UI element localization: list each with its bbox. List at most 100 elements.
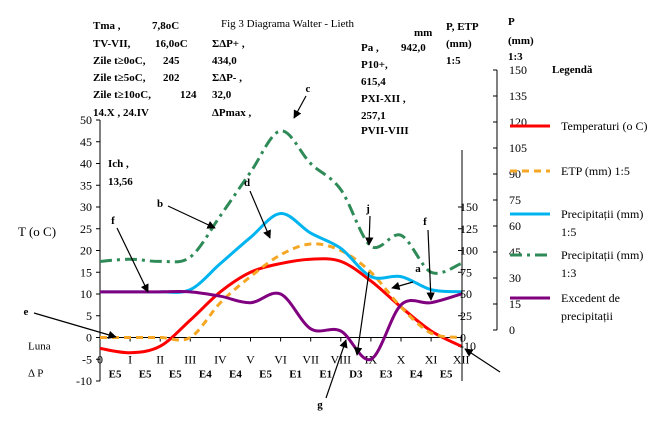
e-code-label: E5 — [139, 369, 152, 381]
axis3-tick-label: 0 — [509, 323, 515, 337]
x-tick-label: IV — [214, 353, 227, 367]
e-code-label: E5 — [169, 369, 182, 381]
row-label-dp: Δ P — [28, 368, 43, 380]
annotation-arrow — [33, 312, 117, 339]
stat-value: 434,0 — [212, 55, 237, 67]
e-code-label: E5 — [109, 369, 122, 381]
y-tick-label: 45 — [80, 135, 92, 149]
annotation-arrow — [391, 281, 414, 290]
stat-label: P10+, — [361, 59, 388, 71]
x-tick-label: II — [156, 353, 164, 367]
axis2-tick-label: 125 — [460, 222, 478, 236]
annotation-arrow — [365, 215, 374, 246]
e-code-label: E4 — [199, 369, 212, 381]
axis3-tick-label: 60 — [509, 219, 521, 233]
legend: Temperaturi (o C) ETP (mm) 1:5 Precipitați… — [510, 119, 647, 323]
stat-label: ΣΔP+ , — [212, 38, 245, 50]
axis2-tick-label: 150 — [460, 200, 478, 214]
stat-label: 14.X , 24.IV — [93, 107, 149, 119]
legend-label-3: Precipitații (mm) — [561, 207, 643, 221]
svg-text:P: P — [508, 16, 515, 28]
annotation-label-c: c — [306, 83, 311, 95]
x-tick-label: 0 — [97, 353, 103, 367]
annotation-arrow — [167, 205, 216, 229]
stat-value: 16,0oC — [155, 38, 188, 50]
annotation-arrow — [116, 227, 149, 293]
stat-label: TV-VII, — [93, 38, 131, 50]
annotation-label-g: g — [317, 399, 323, 411]
axis3-tick-label: 105 — [509, 141, 527, 155]
legend-title: Legendă — [552, 64, 593, 76]
annotation-arrow — [464, 348, 501, 373]
legend-label-3: 1:5 — [561, 225, 576, 239]
e-code-label: E5 — [440, 369, 453, 381]
stat-value: 124 — [180, 89, 197, 101]
y-tick-label: 0 — [86, 331, 92, 345]
axis2-tick-label: 0 — [460, 331, 466, 345]
y-tick-label: 5 — [86, 309, 92, 323]
y-tick-label: 50 — [80, 113, 92, 127]
stat-value: 202 — [163, 72, 180, 84]
stat-value: 245 — [163, 55, 180, 67]
y-tick-label: 10 — [80, 287, 92, 301]
annotation-label-e: e — [24, 306, 29, 318]
svg-text:(mm): (mm) — [508, 35, 534, 47]
e-code-label: E4 — [229, 369, 242, 381]
stat-value: 942,0 — [401, 42, 426, 54]
stat-label: ΔPmax , — [212, 107, 252, 119]
y-axis-label: T (o C) — [18, 224, 56, 239]
x-tick-label: V — [246, 353, 255, 367]
stat-label: Zile t≥10oC, — [93, 89, 151, 101]
axis2-tick-label: 25 — [460, 309, 472, 323]
axis3-tick-label: 30 — [509, 271, 521, 285]
axis3-tick-label: 90 — [509, 167, 521, 181]
y-tick-label: 40 — [80, 157, 92, 171]
axis2-header: P, ETP (mm) 1:5 — [446, 21, 479, 67]
axis3-tick-label: 135 — [509, 89, 527, 103]
svg-text:(mm): (mm) — [446, 38, 472, 50]
svg-text:1:3: 1:3 — [508, 51, 523, 63]
series-line-5 — [100, 290, 462, 361]
y-tick-label: -5 — [82, 352, 92, 366]
annotation-arrow — [249, 190, 271, 239]
y-tick-label: 25 — [80, 222, 92, 236]
axis3-tick-label: 150 — [509, 63, 527, 77]
axis3-tick-label: 15 — [509, 297, 521, 311]
legend-label-4: Precipitații (mm) — [561, 248, 643, 262]
chart-title: Fig 3 Diagrama Walter - Lieth — [221, 18, 355, 30]
annotation-label-f: f — [111, 215, 115, 227]
ich-value: 13,56 — [108, 176, 133, 188]
y-tick-label: 20 — [80, 244, 92, 258]
stats-mid: ΣΔP+ , 434,0 ΣΔP- , 32,0 ΔPmax , — [212, 38, 252, 119]
x-tick-label: X — [397, 353, 406, 367]
stat-value: 615,4 — [361, 76, 386, 88]
annotations-layer: a b c d e f f g j — [24, 83, 501, 411]
axis3-tick-label: 75 — [509, 193, 521, 207]
series-layer — [99, 129, 462, 361]
stat-value: 257,1 — [361, 110, 386, 122]
svg-text:P, ETP: P, ETP — [446, 21, 479, 33]
axis3-header: P (mm) 1:3 — [508, 16, 534, 63]
e-code-label: E3 — [380, 369, 393, 381]
row-label-luna: Luna — [28, 341, 51, 353]
legend-label-1: Temperaturi (o C) — [561, 119, 647, 133]
x-tick-label: VII — [302, 353, 319, 367]
e-code-label: E5 — [259, 369, 272, 381]
e-code-label: D3 — [349, 369, 363, 381]
mm-label: mm — [414, 27, 432, 39]
stat-value: 32,0 — [212, 89, 232, 101]
legend-label-5: precipitații — [561, 309, 614, 323]
axis2-tick-label: 100 — [460, 244, 478, 258]
stat-label: Zile t≥5oC, — [93, 72, 146, 84]
stat-label: Pa , — [361, 42, 379, 54]
y-tick-label: 30 — [80, 200, 92, 214]
stat-label: PVII-VIII — [361, 125, 409, 137]
e-code-label: E4 — [410, 369, 423, 381]
x-tick-label: VIII — [330, 353, 351, 367]
annotation-arrow — [353, 271, 370, 356]
legend-label-5: Excedent de — [561, 291, 620, 305]
annotation-label-b: b — [157, 198, 163, 210]
ich-label: Ich , — [108, 158, 129, 170]
